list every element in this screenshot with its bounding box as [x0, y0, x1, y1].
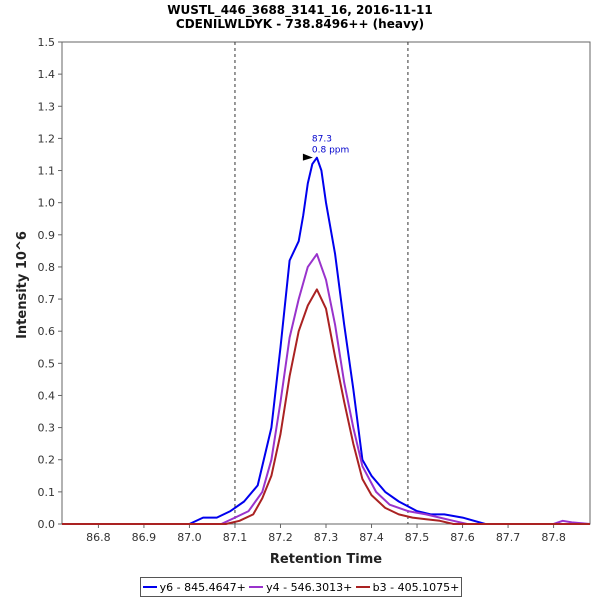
y-tick-label: 0.6 [38, 325, 56, 338]
x-tick-label: 87.6 [450, 531, 475, 544]
chart-title: WUSTL_446_3688_3141_16, 2016-11-11 [167, 3, 433, 17]
legend-swatch [249, 586, 264, 588]
x-tick-label: 87.3 [314, 531, 339, 544]
series-line [62, 253, 591, 525]
x-tick-label: 87.8 [541, 531, 566, 544]
chart-subtitle: CDENILWLDYK - 738.8496++ (heavy) [175, 17, 425, 31]
y-tick-label: 0.5 [38, 357, 56, 370]
series-line [62, 288, 590, 525]
y-tick-label: 1.4 [38, 68, 56, 81]
x-tick-label: 87.4 [359, 531, 384, 544]
y-tick-label: 1.5 [38, 36, 56, 49]
y-tick-label: 0.7 [38, 293, 56, 306]
x-tick-label: 87.1 [223, 531, 248, 544]
x-tick-label: 87.2 [268, 531, 293, 544]
y-tick-label: 0.3 [38, 422, 56, 435]
legend-label: b3 - 405.1075+ [372, 580, 460, 594]
x-tick-label: 86.8 [86, 531, 111, 544]
peak-marker-arrow [302, 153, 313, 161]
x-tick-label: 87.5 [405, 531, 430, 544]
x-tick-label: 87.7 [496, 531, 521, 544]
y-tick-label: 1.1 [38, 165, 56, 178]
y-axis-label: Intensity 10^6 [15, 231, 30, 339]
x-axis-label: Retention Time [270, 552, 382, 567]
x-tick-label: 87.0 [177, 531, 202, 544]
y-tick-label: 0.1 [38, 486, 56, 499]
y-tick-label: 1.0 [38, 197, 56, 210]
chart-legend: y6 - 845.4647+ y4 - 546.3013+ b3 - 405.107… [140, 577, 462, 597]
y-tick-label: 1.3 [38, 100, 56, 113]
legend-swatch [355, 586, 370, 588]
legend-label: y6 - 845.4647+ [159, 580, 246, 594]
legend-entry: b3 - 405.1075+ [355, 580, 460, 594]
legend-label: y4 - 546.3013+ [266, 580, 353, 594]
series-line [62, 156, 590, 525]
y-tick-label: 0.0 [38, 518, 56, 531]
y-tick-label: 0.9 [38, 229, 56, 242]
peak-ppm-label: 0.8 ppm [312, 146, 349, 156]
x-tick-label: 86.9 [132, 531, 157, 544]
y-tick-label: 0.2 [38, 454, 56, 467]
legend-entry: y4 - 546.3013+ [249, 581, 352, 594]
legend-swatch [142, 586, 157, 588]
y-tick-label: 0.8 [38, 261, 56, 274]
y-tick-label: 1.2 [38, 132, 56, 145]
legend-entry: y6 - 845.4647+ [142, 580, 246, 594]
peak-rt-label: 87.3 [312, 135, 332, 145]
y-tick-label: 0.4 [38, 389, 56, 402]
